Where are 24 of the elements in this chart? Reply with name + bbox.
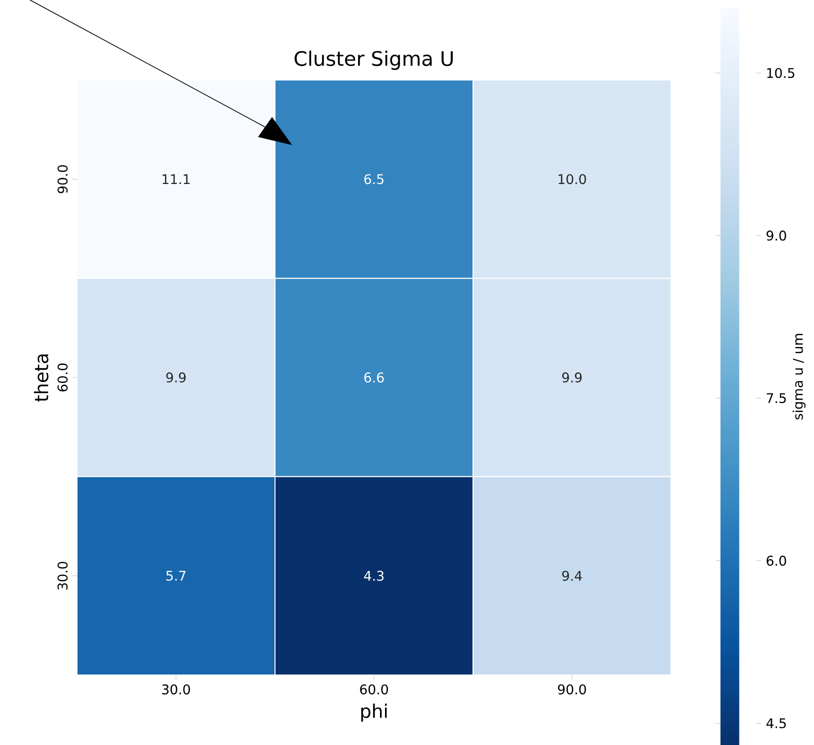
x-axis-title: phi [361, 704, 387, 722]
color-bar-label: 4.5 [766, 718, 786, 728]
data-label: 11.1 [162, 174, 190, 184]
y-tick-label: 30.0 [58, 562, 68, 590]
x-tick-label: 60.0 [360, 684, 388, 694]
y-tick-label: 90.0 [58, 165, 68, 194]
data-label: 9.9 [166, 372, 186, 383]
data-label: 10.0 [558, 174, 586, 184]
data-label: 4.3 [364, 570, 384, 581]
color-bar-label: 10.5 [767, 68, 794, 78]
color-bar-title: sigma u / um [792, 334, 806, 420]
data-label: 6.6 [364, 372, 384, 383]
data-label: 6.5 [364, 174, 384, 184]
x-tick-label: 90.0 [558, 684, 586, 694]
color-bar-label: 6.0 [766, 556, 786, 566]
x-tick-label: 30.0 [162, 684, 190, 694]
y-axis-title: theta [34, 354, 48, 402]
data-label: 9.4 [562, 570, 582, 581]
chart-title: Cluster Sigma U [294, 50, 453, 70]
color-bar-label: 7.5 [766, 393, 786, 404]
data-label: 5.7 [166, 570, 186, 581]
data-label: 9.9 [562, 372, 582, 383]
y-tick-label: 60.0 [58, 364, 68, 392]
color-bar-label: 9.0 [766, 230, 786, 241]
